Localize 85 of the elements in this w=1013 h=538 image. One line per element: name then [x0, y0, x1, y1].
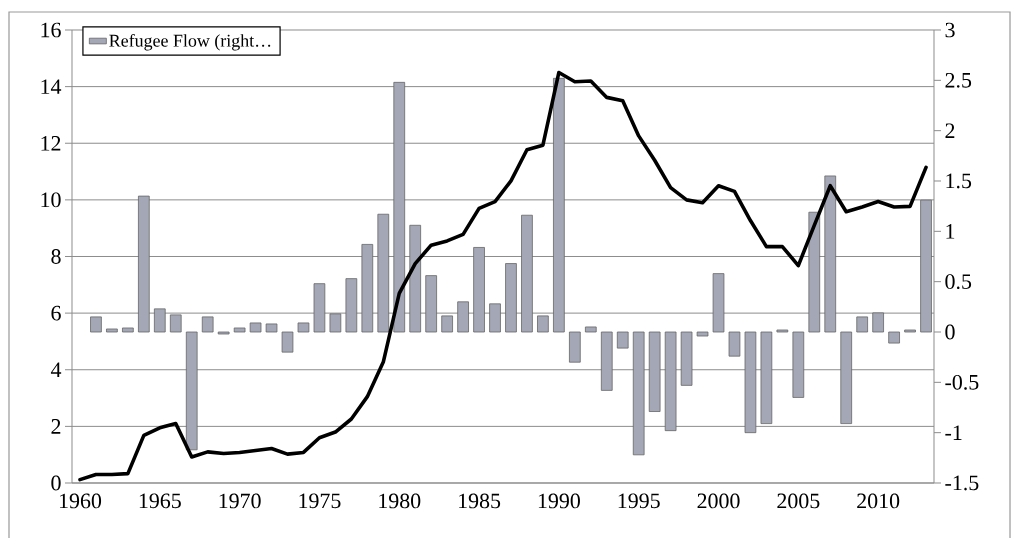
bar	[728, 331, 741, 357]
bar	[90, 316, 102, 333]
bar	[217, 331, 230, 335]
bar	[473, 247, 485, 333]
bar	[138, 195, 150, 333]
y-tick-label: 10	[41, 192, 61, 208]
y2-tick-label: 2.5	[945, 72, 972, 88]
bar	[760, 331, 773, 425]
bar	[345, 278, 358, 333]
bar	[537, 315, 549, 333]
y2-tick-label: 2	[945, 123, 955, 138]
bar	[153, 308, 166, 333]
y-tick-label: 0	[51, 475, 61, 491]
x-tick-label: 2000	[697, 493, 740, 509]
bar	[553, 77, 565, 333]
bar	[106, 328, 118, 333]
bar	[569, 331, 581, 363]
x-tick-label: 1975	[299, 493, 341, 509]
y-tick-label: 6	[51, 305, 61, 321]
bar	[409, 224, 422, 333]
bar	[808, 211, 821, 333]
bar	[425, 275, 437, 333]
x-tick-label: 1965	[139, 493, 181, 509]
bar	[505, 263, 517, 333]
bar	[185, 331, 198, 451]
x-tick-label: 2005	[777, 493, 820, 509]
bar	[521, 214, 533, 333]
bar	[920, 199, 932, 333]
y2-tick-label: -1	[945, 425, 962, 440]
y-tick-label: 8	[51, 249, 61, 264]
bar	[489, 303, 501, 333]
bar	[441, 315, 453, 333]
bar	[872, 312, 884, 333]
x-tick-label: 1995	[618, 493, 660, 509]
y2-tick-label: 1	[946, 224, 955, 239]
x-tick-label: 1990	[538, 493, 580, 509]
x-tick-label: 1980	[379, 493, 421, 509]
bar	[584, 326, 597, 333]
y2-tick-label: -0.5	[945, 374, 979, 390]
y2-tick-label: 0.5	[945, 274, 972, 290]
x-tick-label: 1985	[459, 493, 501, 509]
y2-tick-label: 1.5	[946, 173, 972, 189]
y2-tick-label: -1.5	[945, 475, 979, 491]
x-tick-label: 1970	[219, 493, 261, 509]
bar	[249, 322, 262, 333]
y-tick-label: 16	[41, 22, 61, 38]
x-tick-label: 2010	[857, 493, 900, 509]
bar	[856, 316, 869, 333]
x-tick-label: 1960	[59, 493, 102, 509]
bar	[377, 213, 390, 333]
bar	[361, 244, 374, 333]
bar	[664, 331, 677, 432]
bar	[265, 323, 278, 333]
bar	[888, 331, 900, 344]
bar	[680, 331, 693, 386]
y-tick-label: 2	[51, 419, 61, 434]
bar	[776, 329, 789, 333]
bar	[792, 331, 805, 398]
legend-label: Refugee Flow (right…	[109, 33, 271, 51]
bar	[233, 327, 246, 333]
y2-tick-label: 0	[945, 324, 955, 340]
bar	[281, 331, 294, 353]
bar	[201, 316, 214, 333]
bar	[457, 301, 469, 333]
y-tick-label: 4	[50, 362, 62, 377]
bar	[122, 327, 134, 333]
bar	[648, 331, 661, 412]
bar	[904, 329, 916, 333]
y2-tick-label: 3	[945, 22, 955, 38]
bar	[744, 331, 757, 434]
bar	[169, 314, 182, 333]
bar	[313, 283, 326, 333]
bar	[393, 81, 406, 333]
bar	[616, 331, 629, 349]
bar	[824, 175, 837, 333]
y-tick-label: 14	[41, 79, 62, 94]
bar	[632, 331, 645, 456]
bar	[600, 331, 613, 391]
bar	[696, 331, 709, 337]
bar	[712, 273, 725, 333]
bar	[840, 331, 853, 425]
bar	[297, 322, 310, 333]
y-tick-label: 12	[41, 135, 61, 151]
line-series	[78, 70, 928, 482]
bar	[329, 313, 342, 333]
